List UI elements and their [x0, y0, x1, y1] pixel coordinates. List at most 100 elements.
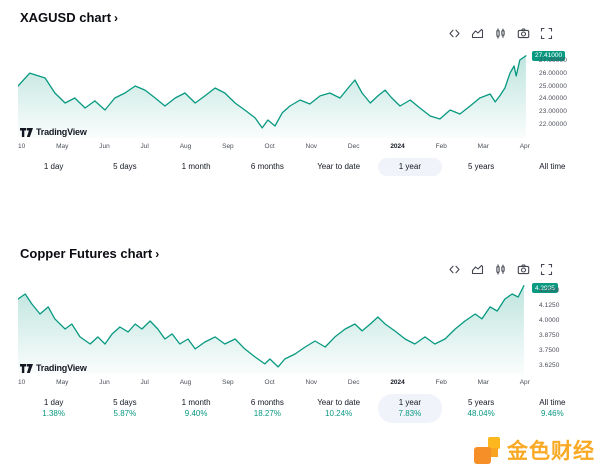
candlestick-icon[interactable]: [493, 26, 508, 41]
range-percent: 1.38%: [42, 409, 65, 418]
time-axis-label: Apr: [519, 379, 530, 386]
range-label: 1 year: [398, 162, 421, 171]
time-axis-label: Jul: [140, 143, 149, 150]
time-axis-label: Feb: [435, 143, 447, 150]
time-axis-label: Mar: [477, 143, 489, 150]
range-6-months[interactable]: 6 months: [235, 158, 299, 176]
jinse-finance-watermark: 金色财经: [474, 435, 595, 465]
price-chart-canvas[interactable]: [18, 48, 530, 138]
price-axis-label: 24.00000: [539, 95, 567, 103]
range-label: 5 days: [113, 162, 137, 171]
range-all-time[interactable]: All time: [520, 158, 584, 176]
chart-title-xagusd[interactable]: XAGUSD chart ›: [20, 10, 118, 25]
plot-area: 4.2935 4.2500 4.1250 4.0000 3.8750 3.7500 3.6…: [18, 283, 588, 387]
chart-title-text: XAGUSD chart: [20, 10, 112, 25]
tradingview-logo[interactable]: TradingView: [20, 127, 87, 137]
range-label: 5 years: [468, 162, 495, 171]
time-axis-label: 10: [18, 143, 26, 150]
chevron-right-icon: ›: [114, 10, 119, 25]
range-percent: 5.87%: [113, 409, 137, 418]
range-percent: 10.24%: [325, 409, 353, 418]
range-1-year[interactable]: 1 year: [377, 158, 442, 176]
time-axis-label: Jul: [140, 379, 149, 386]
chart-toolbar: [447, 262, 554, 277]
range-label: 1 day: [43, 398, 64, 407]
time-axis-label: Nov: [305, 143, 318, 150]
time-axis-label: May: [56, 379, 69, 386]
time-axis-label: Oct: [264, 143, 275, 150]
range-percent: 48.04%: [467, 409, 495, 418]
range-5-years[interactable]: 5 years 48.04%: [449, 394, 513, 423]
chart-title-text: Copper Futures chart: [20, 246, 153, 261]
tradingview-logo-text: TradingView: [36, 127, 87, 137]
range-5-years[interactable]: 5 years: [449, 158, 513, 176]
time-axis: 10 May Jun Jul Aug Sep Oct Nov Dec 2024 Feb Mar Apr: [18, 379, 530, 387]
time-axis-label: Feb: [435, 379, 447, 386]
fullscreen-icon[interactable]: [539, 26, 554, 41]
fullscreen-icon[interactable]: [539, 262, 554, 277]
time-axis-label: Jun: [99, 143, 110, 150]
range-label: 6 months: [250, 162, 284, 171]
range-5-days[interactable]: 5 days: [93, 158, 157, 176]
range-year-to-date[interactable]: Year to date 10.24%: [307, 394, 371, 423]
price-axis-label: 3.8750: [539, 331, 560, 339]
chevron-right-icon: ›: [155, 246, 160, 261]
price-axis-label: 4.1250: [539, 301, 560, 309]
time-axis-label: Sep: [222, 143, 234, 150]
range-percent: 9.40%: [184, 409, 208, 418]
range-year-to-date[interactable]: Year to date: [307, 158, 371, 176]
range-label: 1 month: [181, 398, 211, 407]
area-chart-icon[interactable]: [470, 262, 485, 277]
copper-futures-chart-section: Copper Futures chart › 4.2935 4.2500 4.12…: [0, 236, 600, 469]
price-chart-canvas[interactable]: [18, 284, 530, 374]
range-percent: 7.83%: [398, 409, 422, 418]
range-label: 5 days: [113, 398, 137, 407]
last-price-badge: 27.41000: [532, 50, 566, 61]
xagusd-chart-section: XAGUSD chart › 27.41000 27.00000 26.00000…: [0, 0, 600, 232]
range-1-month[interactable]: 1 month 9.40%: [164, 394, 228, 423]
time-axis-label: 10: [18, 379, 26, 386]
code-icon[interactable]: [447, 262, 462, 277]
tradingview-logo-icon: [20, 363, 33, 373]
time-axis-label: Mar: [477, 379, 489, 386]
range-1-day[interactable]: 1 day: [22, 158, 86, 176]
tradingview-logo-icon: [20, 127, 33, 137]
range-selector: 1 day 1.38% 5 days 5.87% 1 month 9.40% 6 month…: [18, 394, 588, 423]
range-selector: 1 day 5 days 1 month 6 months Year to date 1 …: [18, 158, 588, 176]
range-1-month[interactable]: 1 month: [164, 158, 228, 176]
time-axis: 10 May Jun Jul Aug Sep Oct Nov Dec 2024 Feb Mar Apr: [18, 143, 530, 151]
time-axis-label: Aug: [179, 379, 192, 386]
watermark-text: 金色财经: [507, 440, 595, 463]
time-axis-label: 2024: [390, 143, 405, 150]
camera-icon[interactable]: [516, 26, 531, 41]
camera-icon[interactable]: [516, 262, 531, 277]
price-axis: 27.41000 27.00000 26.00000 25.00000 24.0000…: [530, 48, 588, 138]
time-axis-label: Nov: [305, 379, 318, 386]
price-axis-label: 4.0000: [539, 316, 560, 324]
time-axis-label: Apr: [519, 143, 530, 150]
price-axis-label: 23.00000: [539, 108, 567, 116]
code-icon[interactable]: [447, 26, 462, 41]
time-axis-label: Dec: [347, 379, 360, 386]
time-axis-label: Sep: [222, 379, 234, 386]
range-percent: 9.46%: [541, 409, 564, 418]
time-axis-label: Aug: [179, 143, 192, 150]
tradingview-logo[interactable]: TradingView: [20, 363, 87, 373]
time-axis-label: Jun: [99, 379, 110, 386]
price-axis-label: 3.6250: [539, 361, 560, 369]
range-1-year[interactable]: 1 year 7.83%: [377, 394, 442, 423]
range-1-day[interactable]: 1 day 1.38%: [22, 394, 86, 423]
range-5-days[interactable]: 5 days 5.87%: [93, 394, 157, 423]
range-all-time[interactable]: All time 9.46%: [520, 394, 584, 423]
range-6-months[interactable]: 6 months 18.27%: [235, 394, 299, 423]
price-axis-label: 22.00000: [539, 120, 567, 128]
last-price-badge: 4.2935: [532, 283, 558, 293]
chart-title-copper-futures[interactable]: Copper Futures chart ›: [20, 246, 159, 261]
price-axis-label: 27.00000: [539, 57, 567, 65]
range-label: 1 month: [181, 162, 211, 171]
area-chart-icon[interactable]: [470, 26, 485, 41]
chart-toolbar: [447, 26, 554, 41]
candlestick-icon[interactable]: [493, 262, 508, 277]
jinse-logo-icon: [474, 436, 501, 464]
price-axis-label: 26.00000: [539, 69, 567, 77]
